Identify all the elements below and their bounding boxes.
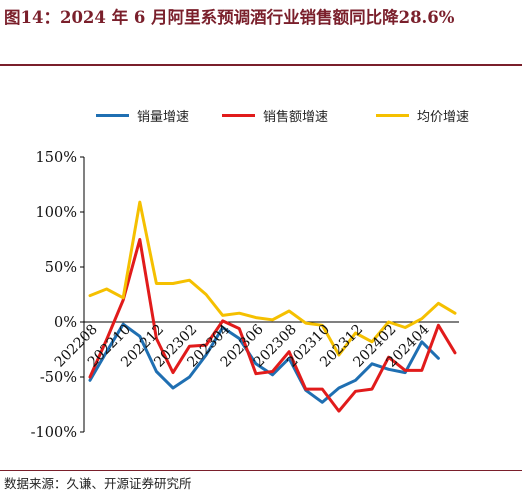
title-divider (0, 64, 522, 66)
series-line-2 (88, 238, 457, 413)
legend-item-sales-amount: 销售额增速 (222, 104, 328, 126)
series-line-1 (88, 322, 440, 404)
legend-swatch-sales-amount (222, 113, 255, 117)
legend-label-avg-price: 均价增速 (417, 109, 470, 125)
legend-swatch-sales-volume (96, 113, 129, 117)
y-tick-label: -50% (40, 370, 77, 386)
source-note: 数据来源：久谦、开源证券研究所 (4, 476, 192, 491)
series-line-3 (88, 200, 457, 357)
chart-title: 图14：2024 年 6 月阿里系预调酒行业销售额同比降28.6% (4, 8, 455, 27)
legend-item-sales-volume: 销量增速 (96, 104, 189, 126)
legend-label-sales-volume: 销量增速 (137, 109, 190, 125)
y-tick-label: -100% (31, 425, 77, 441)
y-tick-label: 150% (36, 150, 77, 166)
legend-swatch-avg-price (376, 113, 409, 117)
source-divider (0, 470, 522, 471)
chart-legend: 销量增速 销售额增速 均价增速 (0, 104, 522, 126)
legend-label-sales-amount: 销售额增速 (263, 109, 329, 125)
y-tick-label: 0% (54, 315, 77, 331)
legend-item-avg-price: 均价增速 (376, 104, 469, 126)
y-tick-label: 100% (36, 205, 77, 221)
y-tick-label: 50% (45, 260, 77, 276)
